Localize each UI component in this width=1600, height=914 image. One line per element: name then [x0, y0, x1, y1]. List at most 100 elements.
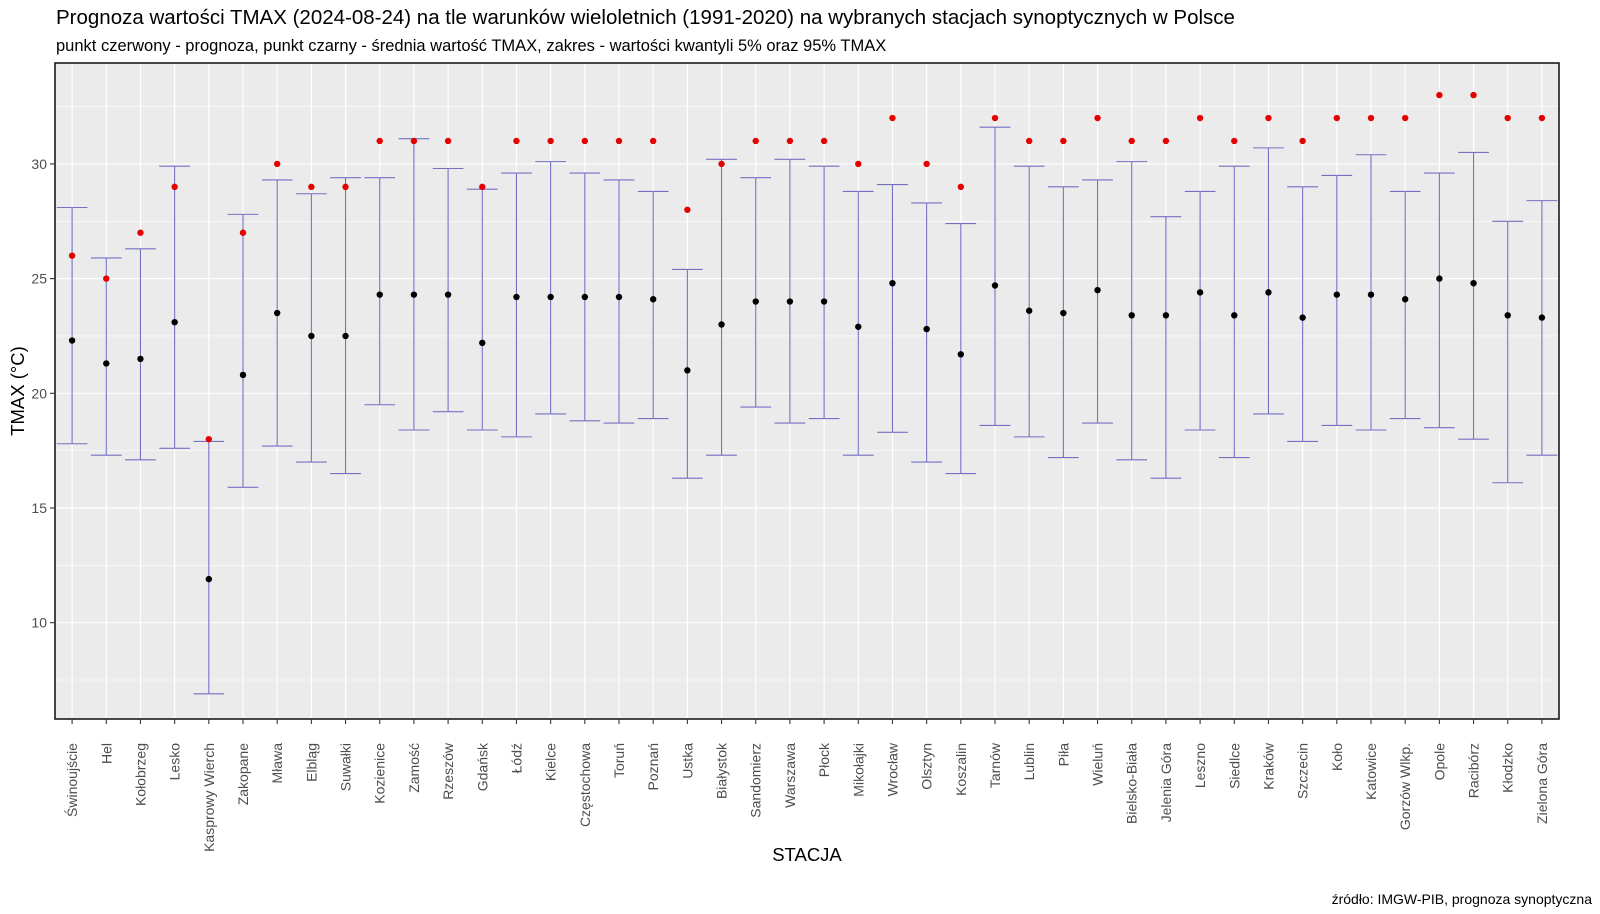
range-bar — [364, 177, 396, 406]
range-bar — [1082, 179, 1113, 424]
x-tick-label: Wieluń — [1090, 743, 1106, 786]
range-bar — [1253, 147, 1284, 415]
range-bar — [1287, 186, 1319, 443]
range-bar — [637, 190, 669, 420]
mean-point — [889, 279, 896, 287]
y-axis-title: TMAX (°C) — [7, 346, 28, 436]
mean-point — [1504, 312, 1511, 319]
range-bar — [1116, 161, 1148, 461]
x-tick-label: Racibórz — [1466, 743, 1482, 798]
forecast-point — [68, 252, 76, 259]
x-tick-label: Tarnów — [987, 742, 1003, 788]
mean-point — [376, 291, 383, 298]
mean-point — [957, 351, 965, 358]
range-bar — [603, 179, 635, 424]
range-bar — [1389, 190, 1421, 420]
forecast-point — [991, 114, 999, 122]
forecast-points — [68, 91, 1546, 443]
mean-point — [171, 318, 178, 326]
mean-point — [444, 291, 452, 298]
x-tick-label: Leszno — [1192, 743, 1208, 788]
forecast-point — [1025, 137, 1033, 145]
chart-title: Prognoza wartości TMAX (2024-08-24) na t… — [56, 6, 1235, 29]
x-tick-label: Kłodzko — [1500, 743, 1516, 793]
mean-point — [239, 371, 247, 379]
forecast-point — [308, 183, 315, 191]
forecast-point — [1265, 114, 1272, 122]
x-tick-label: Hel — [98, 743, 114, 764]
y-tick-label: 25 — [31, 271, 47, 287]
x-tick-label: Częstochowa — [577, 743, 593, 827]
mean-point — [1060, 309, 1067, 317]
x-tick-label: Bielsko-Biała — [1124, 743, 1140, 824]
forecast-point — [137, 229, 144, 236]
x-tick-label: Zakopane — [235, 743, 251, 805]
x-tick-label: Olsztyn — [919, 743, 935, 790]
forecast-point — [171, 183, 178, 191]
x-tick-label: Piła — [1055, 743, 1071, 767]
mean-point — [342, 332, 349, 340]
x-tick-label: Kasprowy Wierch — [201, 743, 217, 852]
mean-point — [1231, 312, 1238, 319]
mean-point — [1538, 314, 1546, 321]
forecast-point — [479, 183, 486, 191]
forecast-point — [1231, 137, 1238, 145]
forecast-point — [205, 435, 213, 443]
x-tick-label: Siedlce — [1226, 743, 1242, 789]
mean-point — [649, 296, 657, 303]
x-tick-label: Suwałki — [338, 743, 354, 791]
range-bar — [808, 165, 840, 420]
forecast-point — [923, 160, 930, 168]
forecast-point — [1367, 114, 1375, 122]
chart-subtitle: punkt czerwony - prognoza, punkt czarny … — [56, 37, 887, 55]
mean-point — [103, 360, 110, 367]
forecast-point — [410, 137, 418, 145]
mean-point — [68, 337, 76, 344]
range-bar — [911, 202, 943, 463]
mean-point — [752, 298, 759, 305]
forecast-point — [1504, 114, 1511, 122]
mean-point — [1367, 291, 1375, 298]
y-tick-label: 15 — [31, 500, 47, 516]
y-tick-label: 30 — [31, 156, 47, 172]
range-bar — [56, 206, 88, 445]
range-bar — [432, 167, 464, 413]
plot-frame — [54, 62, 1560, 720]
range-bar — [1458, 151, 1489, 440]
plot-panel — [55, 63, 1559, 719]
range-bar — [1013, 165, 1045, 438]
x-tick-label: Kraków — [1260, 742, 1276, 790]
range-bar — [877, 184, 908, 433]
mean-point — [1196, 289, 1204, 296]
x-tick-label: Warszawa — [782, 743, 798, 808]
x-tick-label: Zielona Góra — [1534, 743, 1550, 824]
forecast-point — [103, 275, 110, 282]
x-axis-title: STACJA — [772, 844, 842, 865]
mean-point — [1025, 307, 1033, 314]
forecast-point — [1401, 114, 1409, 122]
forecast-point — [1538, 114, 1546, 122]
x-tick-label: Sandomierz — [748, 743, 764, 818]
range-bar — [1526, 200, 1558, 456]
forecast-point — [615, 137, 623, 145]
x-tick-label: Kozienice — [372, 743, 388, 804]
mean-point — [1401, 296, 1409, 303]
forecast-point — [820, 137, 828, 145]
mean-point — [513, 293, 520, 301]
x-tick-label: Toruń — [611, 743, 627, 778]
mean-point — [1299, 314, 1306, 321]
mean-point — [923, 325, 930, 333]
range-bar — [90, 257, 122, 456]
forecast-point — [889, 114, 896, 122]
range-bar — [1150, 216, 1182, 479]
x-tick-label: Łódź — [508, 743, 524, 773]
x-tick-label: Koło — [1329, 743, 1345, 771]
range-bar — [842, 190, 874, 456]
x-tick-label: Lesko — [167, 743, 183, 781]
x-tick-label: Lublin — [1021, 743, 1037, 780]
range-bar — [295, 193, 327, 463]
y-tick-label: 20 — [31, 385, 47, 401]
mean-point — [308, 332, 315, 340]
x-tick-label: Zamość — [406, 743, 422, 793]
forecast-point — [376, 137, 383, 145]
